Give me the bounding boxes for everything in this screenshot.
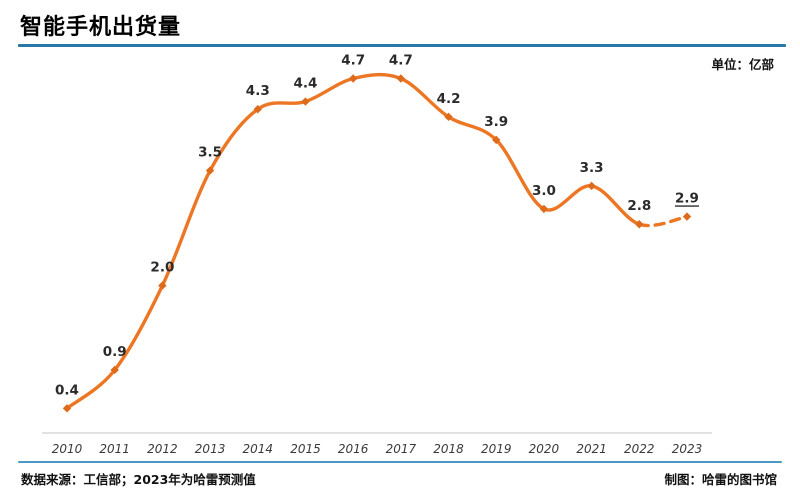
footer-divider	[18, 461, 782, 463]
data-point-2021	[587, 181, 596, 191]
x-tick-label-2017: 2017	[386, 442, 417, 456]
data-point-2018	[444, 112, 453, 122]
data-label-2019: 3.9	[484, 114, 508, 130]
data-label-2013: 3.5	[198, 145, 222, 161]
chart-credit: 制图：哈雷的图书馆	[664, 472, 777, 487]
series-line-actual	[65, 72, 641, 410]
page-title: 智能手机出货量	[20, 15, 182, 40]
x-tick-label-2010: 2010	[52, 442, 83, 456]
x-tick-label-2022: 2022	[624, 442, 655, 456]
series-line-forecast	[637, 214, 689, 228]
data-label-2022: 2.8	[627, 198, 651, 214]
data-point-2015	[301, 97, 310, 106]
data-point-2012	[158, 281, 167, 290]
data-point-2010	[62, 404, 72, 413]
data-point-2016	[348, 74, 358, 83]
x-tick-label-2019: 2019	[481, 442, 512, 456]
data-point-2020	[539, 204, 549, 214]
x-tick-label-2021: 2021	[576, 442, 607, 456]
x-tick-label-2011: 2011	[99, 442, 130, 456]
data-label-2010: 0.4	[55, 382, 79, 398]
x-tick-label-2013: 2013	[195, 442, 226, 456]
x-tick-label-2015: 2015	[290, 442, 321, 456]
unit-label: 单位：亿部	[711, 57, 774, 72]
data-label-2023: 2.9	[675, 191, 699, 207]
data-label-2012: 2.0	[150, 260, 174, 276]
data-label-2014: 4.3	[246, 83, 270, 99]
data-source-note: 数据来源：工信部；2023年为哈雷预测值	[21, 472, 256, 487]
data-label-2011: 0.9	[103, 344, 127, 360]
data-label-2017: 4.7	[389, 53, 413, 69]
x-tick-label-2023: 2023	[672, 442, 703, 456]
data-label-2020: 3.0	[532, 183, 556, 199]
data-point-2017	[396, 74, 406, 83]
data-point-2023	[682, 212, 692, 221]
data-label-2021: 3.3	[580, 160, 604, 176]
data-label-2015: 4.4	[294, 76, 318, 92]
data-point-2014	[253, 104, 262, 114]
x-tick-label-2020: 2020	[529, 442, 560, 456]
data-label-2016: 4.7	[341, 53, 365, 69]
data-label-2018: 4.2	[437, 91, 461, 107]
x-tick-label-2014: 2014	[242, 442, 273, 456]
data-point-2011	[110, 365, 119, 375]
data-point-2013	[205, 166, 215, 175]
x-tick-label-2012: 2012	[147, 442, 178, 456]
title-divider	[18, 44, 786, 47]
x-tick-label-2016: 2016	[338, 442, 369, 456]
x-tick-label-2018: 2018	[433, 442, 464, 456]
data-point-2022	[635, 220, 644, 229]
data-point-2019	[492, 135, 501, 145]
